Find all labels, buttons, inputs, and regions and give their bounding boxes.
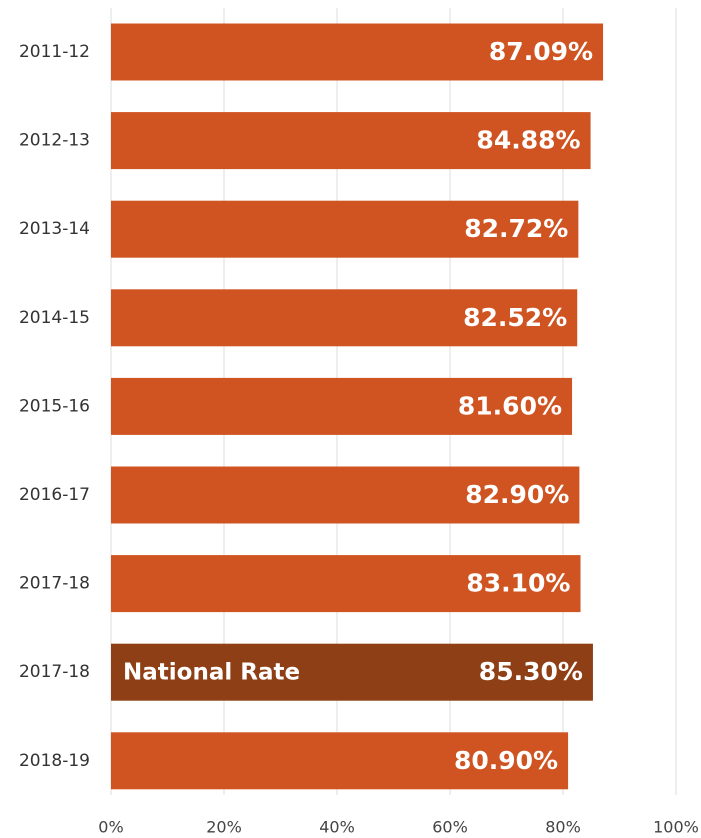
bar — [111, 112, 591, 170]
value-label: 83.10% — [466, 569, 570, 598]
bar — [111, 289, 578, 347]
x-tick-label: 60% — [432, 818, 468, 837]
y-tick-label: 2012-13 — [19, 131, 90, 151]
y-tick-label: 2018-19 — [19, 751, 90, 771]
bar — [111, 377, 573, 435]
y-tick-label: 2011-12 — [19, 42, 90, 62]
y-tick-label: 2013-14 — [19, 219, 90, 239]
value-label: 82.72% — [464, 214, 568, 243]
value-label: 80.90% — [454, 746, 558, 775]
x-tick-label: 40% — [319, 818, 355, 837]
x-tick-label: 80% — [545, 818, 581, 837]
x-tick-label: 0% — [98, 818, 123, 837]
bar — [111, 200, 579, 258]
x-tick-label: 100% — [653, 818, 699, 837]
bar — [111, 23, 604, 81]
value-label: 82.52% — [463, 303, 567, 332]
y-tick-label: 2017-18 — [19, 662, 90, 682]
value-label: 87.09% — [489, 37, 593, 66]
bar — [111, 732, 569, 790]
bar — [111, 555, 581, 613]
x-tick-label: 20% — [206, 818, 242, 837]
value-label: 81.60% — [458, 391, 562, 420]
y-tick-label: 2014-15 — [19, 308, 90, 328]
value-label: 84.88% — [476, 126, 580, 155]
y-tick-label: 2016-17 — [19, 485, 90, 505]
value-label: 85.30% — [479, 657, 583, 686]
bar — [111, 466, 580, 524]
bar — [111, 643, 593, 701]
annotation: National Rate — [123, 660, 300, 686]
y-tick-label: 2015-16 — [19, 396, 90, 416]
value-label: 82.90% — [465, 480, 569, 509]
y-tick-label: 2017-18 — [19, 574, 90, 594]
